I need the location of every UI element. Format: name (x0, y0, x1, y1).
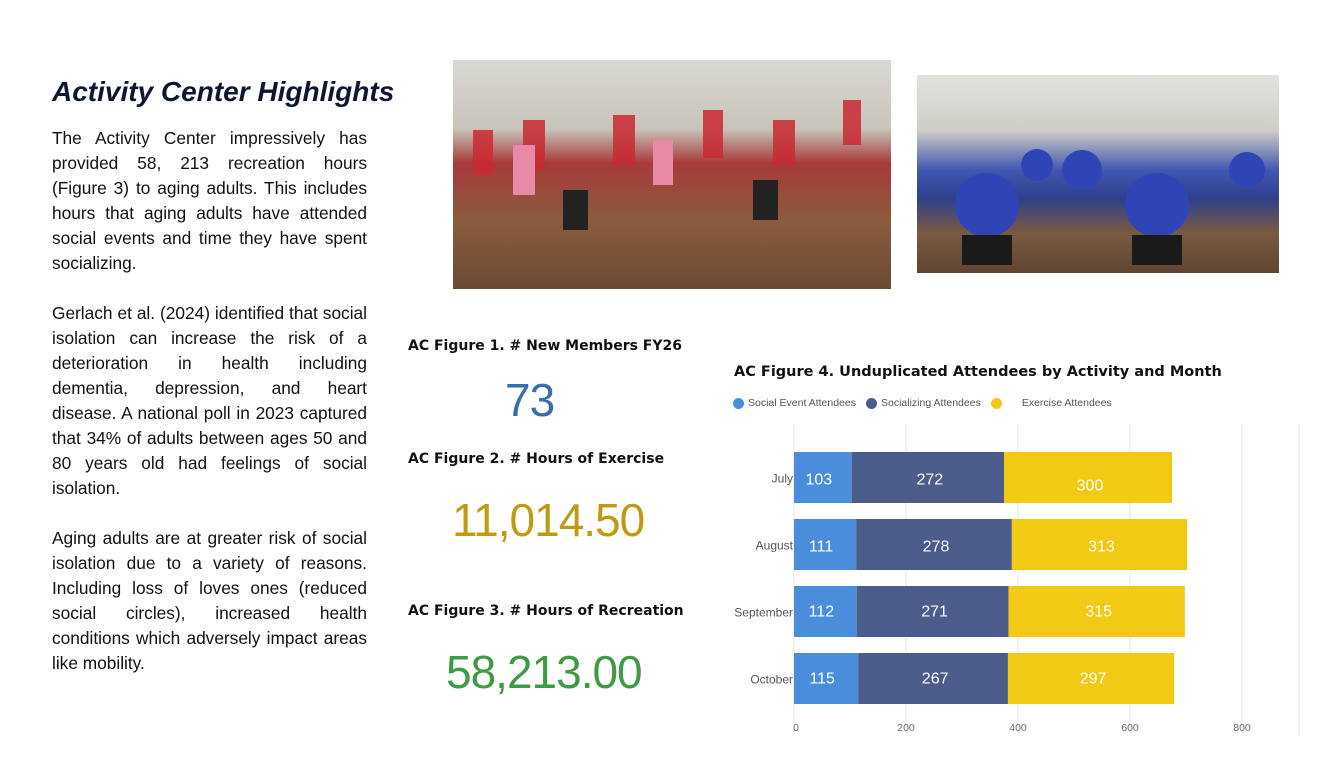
x-tick-label: 400 (1009, 722, 1027, 734)
bar-segment (858, 653, 1008, 704)
bar-segment (1008, 586, 1185, 637)
legend-label: Exercise Attendees (1021, 397, 1112, 409)
x-tick-label: 800 (1233, 722, 1251, 734)
x-tick-label: 0 (793, 722, 799, 734)
x-tick-label: 200 (897, 722, 915, 734)
bar-segment (1007, 653, 1175, 704)
figure-1-label: AC Figure 1. # New Members FY26 (408, 338, 682, 354)
category-label: August (756, 539, 794, 553)
category-label: October (750, 673, 793, 687)
bar-segment (856, 519, 1012, 570)
bar-segment (1011, 519, 1188, 570)
data-label: 112 (809, 604, 835, 621)
figure-2-value: 11,014.50 (452, 494, 645, 546)
bar-segment (851, 452, 1004, 503)
data-label: 300 (1077, 478, 1104, 495)
data-label: 272 (916, 472, 943, 489)
bar-segment (794, 586, 857, 637)
legend-label: Socializing Attendees (881, 397, 981, 409)
bar-segment (794, 519, 857, 570)
data-label: 267 (922, 671, 949, 688)
chart-title: AC Figure 4. Unduplicated Attendees by A… (734, 364, 1222, 380)
bar-segment (856, 586, 1009, 637)
figure-2-label: AC Figure 2. # Hours of Exercise (408, 451, 665, 467)
paragraph-recreation-hours: The Activity Center impressively has pro… (52, 128, 367, 273)
data-label: 271 (921, 604, 948, 621)
page-title: Activity Center Highlights (52, 76, 395, 107)
figure-3-value: 58,213.00 (446, 646, 643, 698)
bar-segment (1004, 452, 1172, 503)
data-label: 313 (1088, 539, 1115, 556)
paragraph-social-isolation: Gerlach et al. (2024) identified that so… (52, 303, 367, 498)
legend-label: Social Event Attendees (748, 397, 856, 409)
figure-1-value: 73 (505, 374, 555, 426)
bar-segment (794, 452, 852, 503)
data-label: 115 (809, 671, 835, 688)
data-label: 111 (809, 539, 833, 556)
legend-item: Socializing Attendees (866, 397, 981, 409)
category-label: September (734, 606, 793, 620)
legend-dot-icon (733, 397, 744, 409)
x-tick-label: 600 (1121, 722, 1139, 734)
paragraph-risk-factors: Aging adults are at greater risk of soci… (52, 528, 367, 673)
data-label: 103 (805, 472, 832, 489)
bar-segment (794, 653, 859, 704)
category-label: July (772, 472, 793, 486)
figure-3-label: AC Figure 3. # Hours of Recreation (408, 603, 684, 619)
legend-dot-icon (866, 397, 877, 409)
exercise-class-photo (453, 60, 891, 289)
chart-legend: Social Event Attendees Socializing Atten… (733, 397, 1112, 409)
ball-drumming-class-photo (917, 75, 1279, 273)
legend-item: Social Event Attendees (733, 397, 856, 409)
legend-dot-icon (990, 397, 1002, 409)
data-label: 315 (1085, 604, 1112, 621)
data-label: 297 (1080, 671, 1107, 688)
legend-item: Exercise Attendees (990, 397, 1112, 409)
data-label: 278 (923, 539, 950, 556)
